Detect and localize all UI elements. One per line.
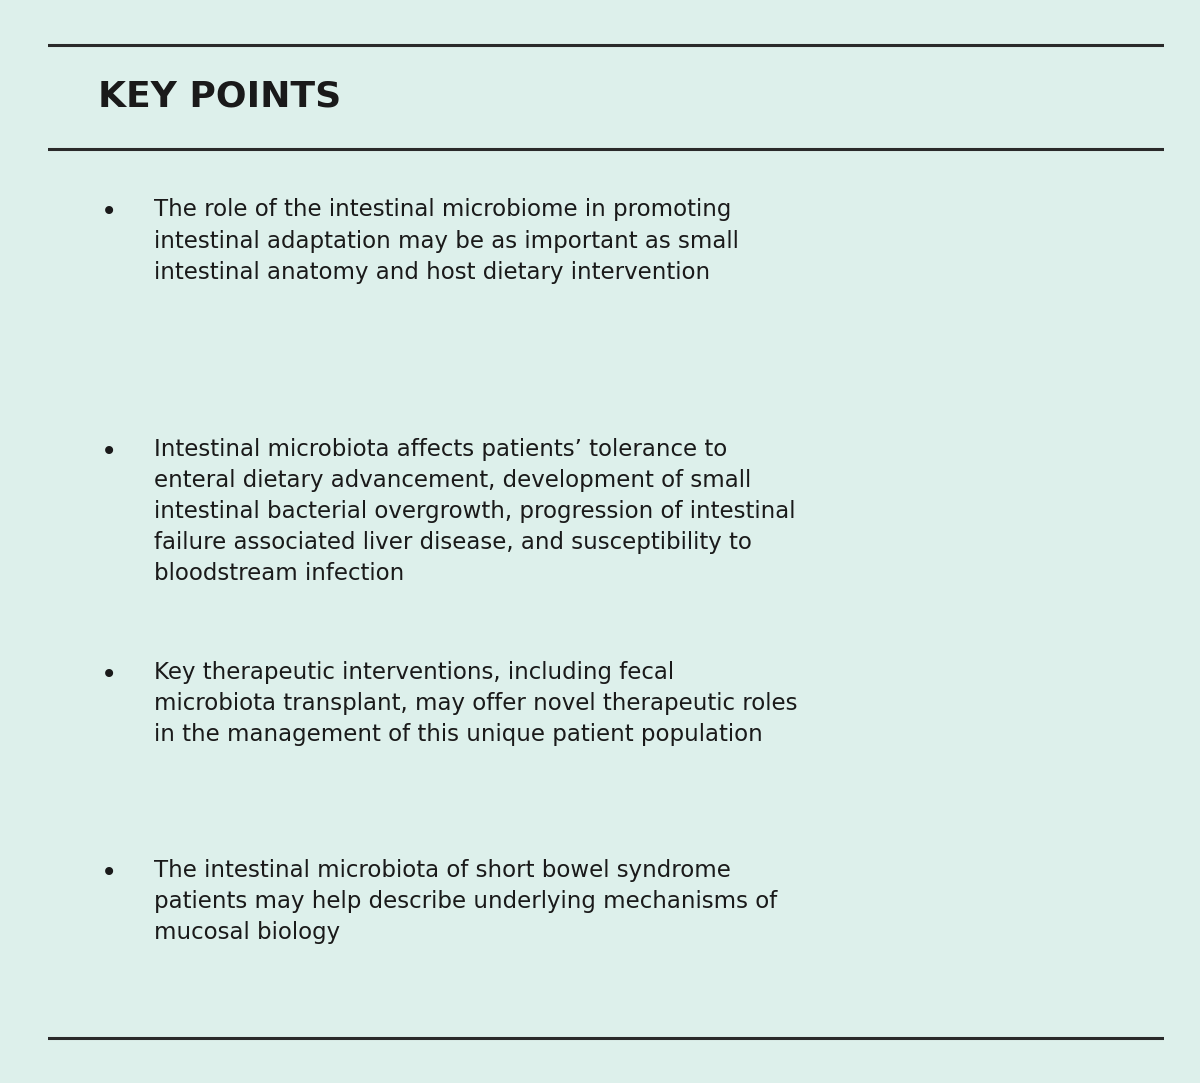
- Text: •: •: [101, 438, 118, 466]
- Text: Key therapeutic interventions, including fecal
microbiota transplant, may offer : Key therapeutic interventions, including…: [154, 661, 798, 746]
- Text: The role of the intestinal microbiome in promoting
intestinal adaptation may be : The role of the intestinal microbiome in…: [154, 198, 739, 284]
- Text: Intestinal microbiota affects patients’ tolerance to
enteral dietary advancement: Intestinal microbiota affects patients’ …: [154, 438, 796, 585]
- Text: •: •: [101, 859, 118, 887]
- Text: KEY POINTS: KEY POINTS: [98, 79, 342, 114]
- Text: •: •: [101, 198, 118, 226]
- Text: •: •: [101, 661, 118, 689]
- Text: The intestinal microbiota of short bowel syndrome
patients may help describe und: The intestinal microbiota of short bowel…: [154, 859, 778, 943]
